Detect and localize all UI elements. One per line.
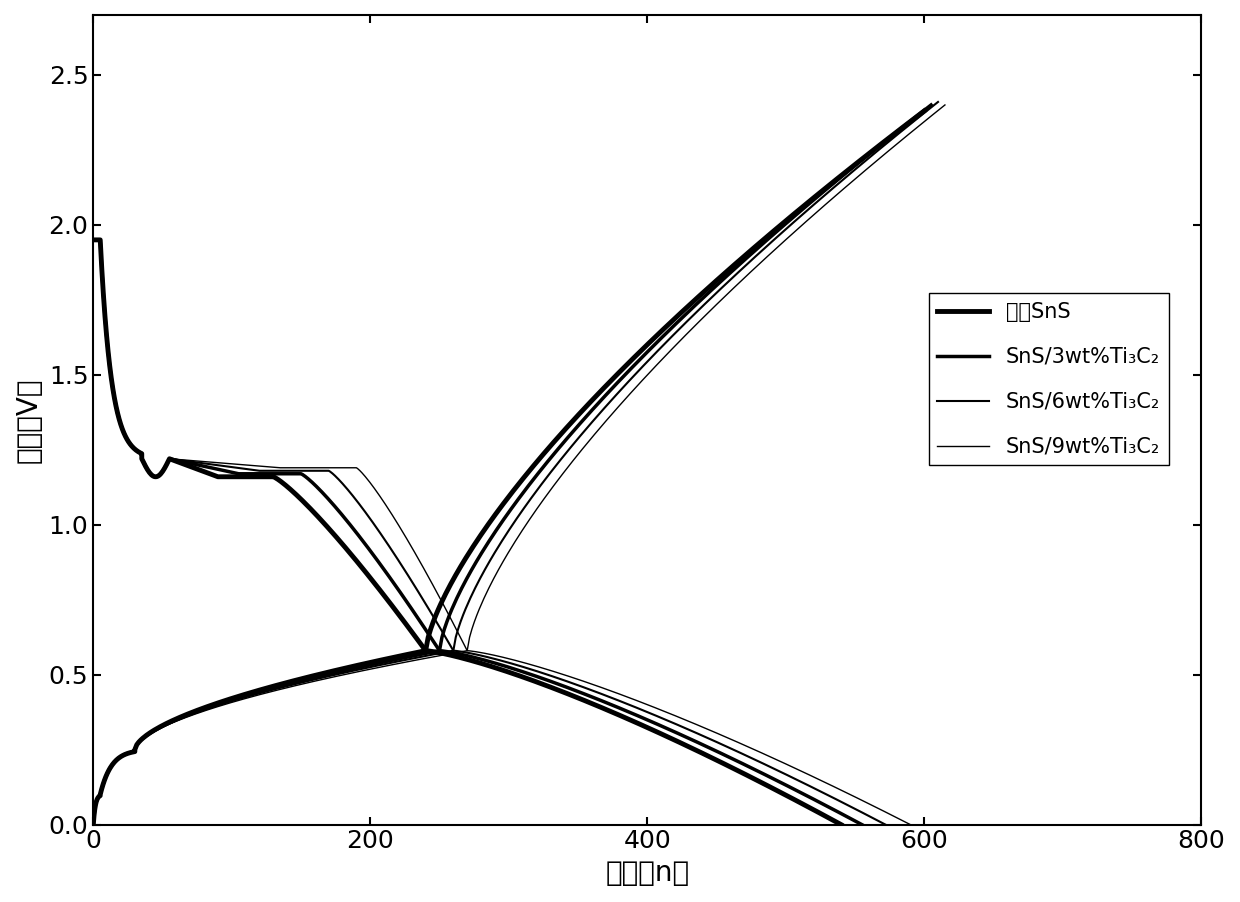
X-axis label: 循环（n）: 循环（n） — [605, 859, 689, 887]
Legend: 纯相SnS, SnS/3wt%Ti₃C₂, SnS/6wt%Ti₃C₂, SnS/9wt%Ti₃C₂: 纯相SnS, SnS/3wt%Ti₃C₂, SnS/6wt%Ti₃C₂, SnS… — [929, 293, 1168, 465]
Y-axis label: 电压（V）: 电压（V） — [15, 377, 43, 463]
